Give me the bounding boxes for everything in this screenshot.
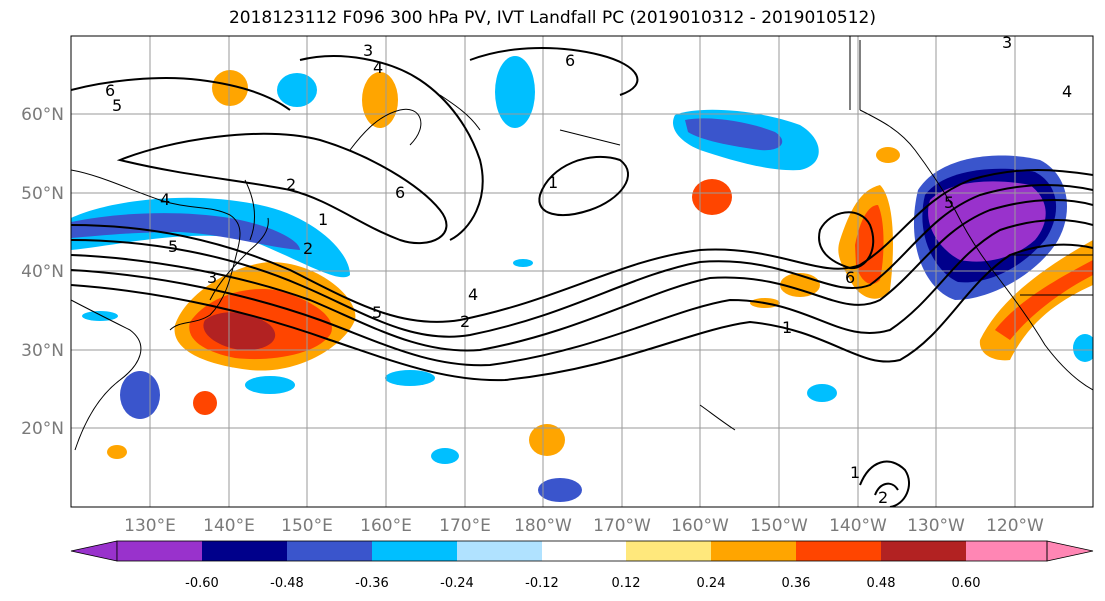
lon-label: 130°E — [124, 516, 176, 536]
positive-anomaly-blob — [212, 70, 248, 106]
colorbar-tick-label: 0.60 — [952, 576, 981, 591]
contour-label: 5 — [372, 303, 382, 322]
contour-label: 3 — [363, 41, 373, 60]
contour-label: 4 — [1062, 82, 1072, 101]
lon-label: 170°E — [439, 516, 491, 536]
contour-label: 1 — [548, 173, 558, 192]
coastlines — [71, 40, 1093, 451]
lat-label: 30°N — [21, 341, 64, 361]
lon-label: 150°W — [750, 516, 808, 536]
contour-label: 6 — [105, 81, 115, 100]
colorbar-swatch — [966, 541, 1047, 561]
colorbar: -0.60 -0.48 -0.36 -0.24 -0.12 0.12 0.24 … — [70, 540, 1094, 591]
negative-anomaly-blob — [277, 73, 317, 107]
colorbar-extend-high — [1046, 540, 1094, 562]
longitude-labels: 130°E 140°E 150°E 160°E 170°E 180°W 170°… — [124, 516, 1044, 536]
contour-label: 5 — [168, 237, 178, 256]
positive-anomaly-blob — [107, 445, 127, 459]
lat-label: 40°N — [21, 262, 64, 282]
positive-anomaly-blob — [529, 424, 565, 456]
positive-anomaly-blob — [193, 391, 217, 415]
contour-labels: 3 4 6 5 6 2 4 1 5 2 6 1 3 4 2 1 5 6 1 2 … — [105, 33, 1072, 507]
negative-anomaly-okhotsk-core — [71, 213, 300, 250]
map-title: 2018123112 F096 300 hPa PV, IVT Landfall… — [228, 8, 876, 28]
positive-anomaly-blob — [876, 147, 900, 163]
pv-contours — [71, 47, 1093, 507]
colorbar-tick-label: 0.36 — [782, 576, 811, 591]
positive-anomaly-west-coast-core — [995, 260, 1093, 340]
contour-label: 1 — [318, 210, 328, 229]
contour-label: 5 — [944, 193, 954, 212]
lat-label: 20°N — [21, 419, 64, 439]
negative-anomaly-blob — [82, 311, 118, 321]
political-borders — [849, 36, 1093, 296]
lon-label: 130°W — [907, 516, 965, 536]
contour-label: 1 — [850, 463, 860, 482]
contour-label: 3 — [207, 268, 217, 287]
colorbar-tick-label: 0.24 — [697, 576, 726, 591]
colorbar-swatch — [542, 541, 626, 561]
contour-label: 6 — [845, 268, 855, 287]
lon-label: 160°W — [671, 516, 729, 536]
contour-label: 6 — [395, 183, 405, 202]
negative-anomaly-aleutian-core — [685, 118, 783, 151]
colorbar-tick-label: -0.24 — [440, 576, 474, 591]
colorbar-tick-label: -0.12 — [525, 576, 559, 591]
lon-label: 160°E — [360, 516, 412, 536]
lon-label: 120°W — [986, 516, 1044, 536]
contour-label: 1 — [782, 318, 792, 337]
colorbar-tick-label: -0.60 — [185, 576, 219, 591]
negative-anomaly-blob — [245, 376, 295, 394]
negative-anomaly-blob — [495, 56, 535, 128]
lon-label: 180°W — [514, 516, 572, 536]
contour-label: 4 — [468, 285, 478, 304]
contour-label: 2 — [303, 239, 313, 258]
graticule — [71, 36, 1093, 507]
latitude-labels: 60°N 50°N 40°N 30°N 20°N — [21, 105, 64, 439]
contour-label: 2 — [460, 312, 470, 331]
negative-anomaly-blob — [1073, 334, 1093, 362]
colorbar-swatch — [881, 541, 966, 561]
positive-anomaly-blob — [692, 179, 732, 215]
negative-anomaly-gulf-alaska-core — [928, 181, 1046, 262]
colorbar-tick-label: 0.12 — [612, 576, 641, 591]
colorbar-swatch — [457, 541, 542, 561]
colorbar-swatch — [711, 541, 796, 561]
colorbar-swatch — [372, 541, 457, 561]
positive-anomaly-japan-max — [203, 312, 276, 351]
colorbar-swatch — [626, 541, 711, 561]
contour-label: 4 — [373, 58, 383, 77]
colorbar-frame — [116, 540, 1048, 562]
contour-label: 3 — [1002, 33, 1012, 52]
contour-label: 5 — [112, 96, 122, 115]
colorbar-swatch — [117, 541, 202, 561]
colorbar-swatch — [202, 541, 287, 561]
negative-anomaly-blob — [807, 384, 837, 402]
negative-anomaly-blob — [431, 448, 459, 464]
negative-anomaly-blob — [538, 478, 582, 502]
lat-label: 60°N — [21, 105, 64, 125]
lon-label: 170°W — [593, 516, 651, 536]
contour-label: 4 — [160, 190, 170, 209]
lon-label: 140°W — [829, 516, 887, 536]
lon-label: 150°E — [281, 516, 333, 536]
colorbar-extend-low — [70, 540, 118, 562]
contour-label: 2 — [878, 488, 888, 507]
colorbar-tick-label: -0.48 — [270, 576, 304, 591]
colorbar-tick-label: 0.48 — [867, 576, 896, 591]
lon-label: 140°E — [203, 516, 255, 536]
colorbar-swatch — [287, 541, 372, 561]
negative-anomaly-blob — [120, 371, 160, 419]
contour-label: 2 — [286, 175, 296, 194]
plot-frame — [70, 35, 1094, 508]
shaded-anomalies — [71, 56, 1093, 502]
negative-anomaly-blob — [513, 259, 533, 267]
negative-anomaly-blob — [385, 370, 435, 386]
colorbar-swatch — [796, 541, 881, 561]
colorbar-tick-label: -0.36 — [355, 576, 389, 591]
contour-label: 6 — [565, 51, 575, 70]
lat-label: 50°N — [21, 184, 64, 204]
